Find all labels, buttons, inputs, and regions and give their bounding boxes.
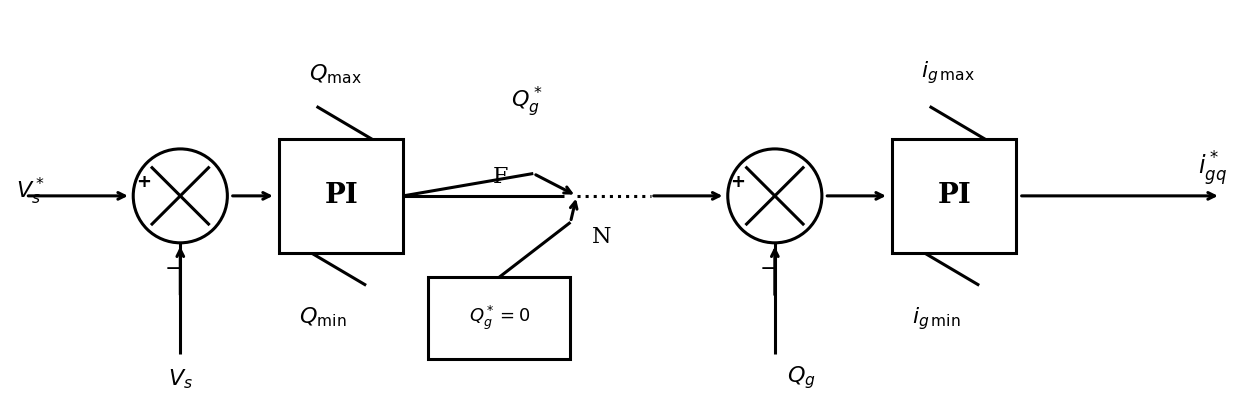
Text: $Q_g^*$: $Q_g^*$ — [511, 84, 543, 119]
Text: $Q_{\mathrm{min}}$: $Q_{\mathrm{min}}$ — [299, 306, 346, 329]
Text: +: + — [135, 173, 151, 191]
Text: −: − — [165, 259, 184, 279]
Text: −: − — [759, 259, 777, 279]
Text: $Q_g$: $Q_g$ — [787, 364, 816, 391]
Text: $V_s^*$: $V_s^*$ — [16, 176, 45, 207]
Bar — [893, 139, 1017, 253]
Text: $Q_g^* = 0$: $Q_g^* = 0$ — [469, 304, 529, 332]
Text: $i_{gq}^*$: $i_{gq}^*$ — [1198, 149, 1226, 188]
Text: $V_s$: $V_s$ — [167, 368, 192, 391]
Text: +: + — [730, 173, 745, 191]
Text: PI: PI — [325, 182, 358, 209]
Text: PI: PI — [937, 182, 971, 209]
Bar — [428, 277, 570, 359]
Text: $i_{g\,\mathrm{min}}$: $i_{g\,\mathrm{min}}$ — [911, 306, 960, 333]
Text: $i_{g\,\mathrm{max}}$: $i_{g\,\mathrm{max}}$ — [921, 59, 975, 86]
Bar — [279, 139, 403, 253]
Text: F: F — [494, 166, 508, 188]
Text: N: N — [591, 226, 611, 248]
Text: $Q_{\mathrm{max}}$: $Q_{\mathrm{max}}$ — [309, 62, 362, 86]
